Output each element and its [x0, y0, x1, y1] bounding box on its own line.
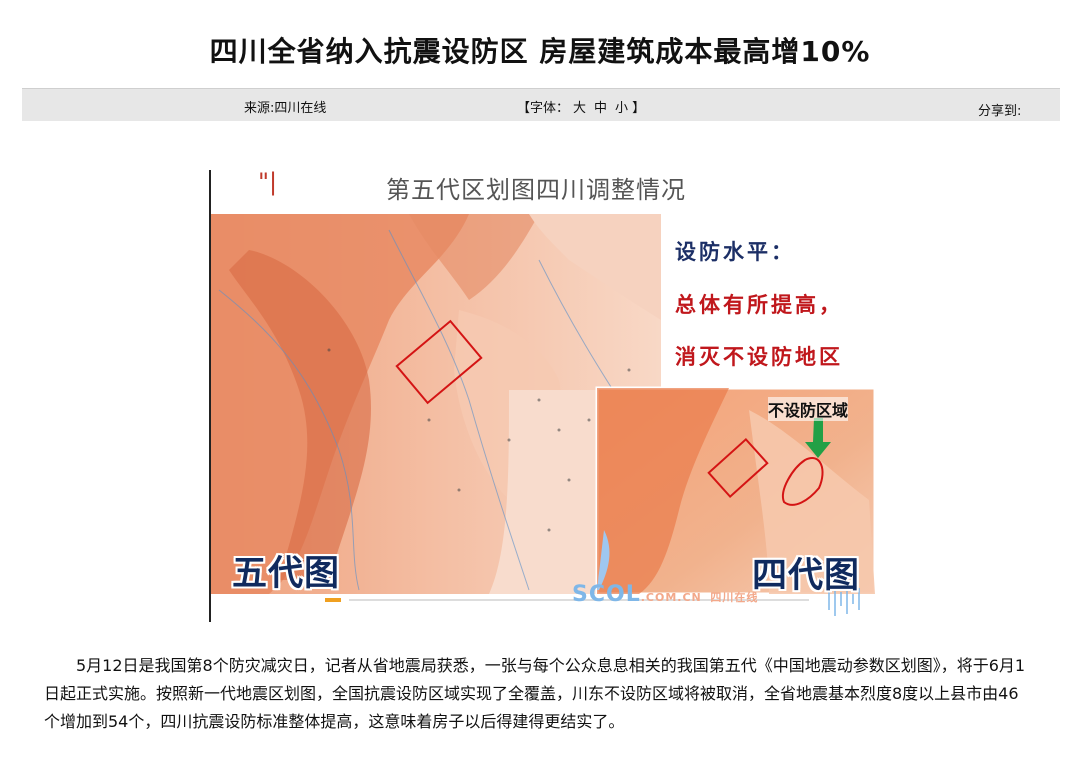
callout-defense-level: 设防水平： [675, 240, 795, 264]
fifth-gen-map-label: 五代图 [232, 554, 341, 594]
no-defense-zone-label: 不设防区域 [768, 397, 849, 421]
figure-left-border [209, 170, 211, 622]
font-size-suffix: 】 [632, 101, 646, 116]
article-info-bar: 来源:四川在线 【字体：大中小】 分享到: [22, 88, 1060, 121]
share-label: 分享到: [978, 104, 1022, 119]
figure-corner-mark: "| [258, 168, 278, 196]
font-size-large-link[interactable]: 大 [573, 101, 587, 116]
watermark-sub: 四川在线 [710, 591, 759, 604]
callout-eliminate-undefended: 消灭不设防地区 [675, 345, 843, 369]
page-title: 四川全省纳入抗震设防区 房屋建筑成本最高增10% [209, 35, 871, 68]
watermark-logo-text: SCOL [572, 582, 641, 607]
figure-title: 第五代区划图四川调整情况 [386, 176, 686, 204]
scol-watermark: SCOL.COM.CN 四川在线 [572, 582, 758, 607]
font-size-selector: 【字体：大中小】 [517, 97, 645, 116]
watermark-domain: .COM.CN [640, 591, 702, 604]
callout-overall-improved: 总体有所提高， [675, 293, 843, 317]
seismic-zoning-figure [209, 170, 877, 622]
source-label: 来源:四川在线 [244, 101, 327, 116]
font-size-prefix: 【字体： [517, 101, 570, 116]
fourth-gen-map-label: 四代图 [752, 556, 861, 596]
font-size-small-link[interactable]: 小 [615, 101, 629, 116]
font-size-medium-link[interactable]: 中 [594, 101, 608, 116]
seismic-map-image [211, 214, 877, 622]
article-body: 5月12日是我国第8个防灾减灾日，记者从省地震局获悉，一张与每个公众息息相关的我… [44, 656, 1026, 731]
